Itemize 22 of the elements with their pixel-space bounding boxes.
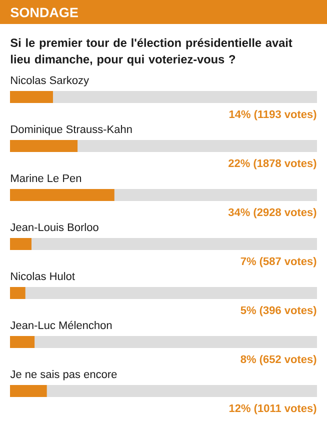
y-tick-label: Nicolas Hulot [11, 272, 75, 280]
y-tick-label: Marine Le Pen [11, 174, 82, 182]
y-tick-label: Nicolas Sarkozy [11, 76, 90, 86]
data-label: 34% (2928 votes) [228, 208, 316, 218]
bar [10, 238, 32, 250]
bar [10, 140, 78, 152]
bar [10, 385, 47, 398]
chart-subtitle: Si le premier tour de l'élection présidentielle avait lieu dimanche, pour qui voteriez-vous ? [10, 38, 292, 66]
data-label: 7% (587 votes) [240, 257, 316, 268]
data-label: 14% (1193 votes) [229, 110, 316, 120]
bar [10, 91, 53, 104]
chart-title: SONDAGE [10, 8, 78, 18]
data-label: 5% (396 votes) [240, 306, 316, 316]
y-tick-label: Jean-Luc Mélenchon [10, 320, 112, 330]
y-tick-label: Je ne sais pas encore [10, 370, 117, 380]
data-label: 8% (652 votes) [240, 355, 316, 366]
y-tick-label: Dominique Strauss-Kahn [11, 125, 132, 136]
bar [10, 336, 35, 348]
y-tick-label: Jean-Louis Borloo [10, 223, 98, 232]
data-label: 12% (1011 votes) [229, 404, 316, 414]
data-label: 22% (1878 votes) [228, 159, 316, 170]
bar [10, 287, 26, 300]
